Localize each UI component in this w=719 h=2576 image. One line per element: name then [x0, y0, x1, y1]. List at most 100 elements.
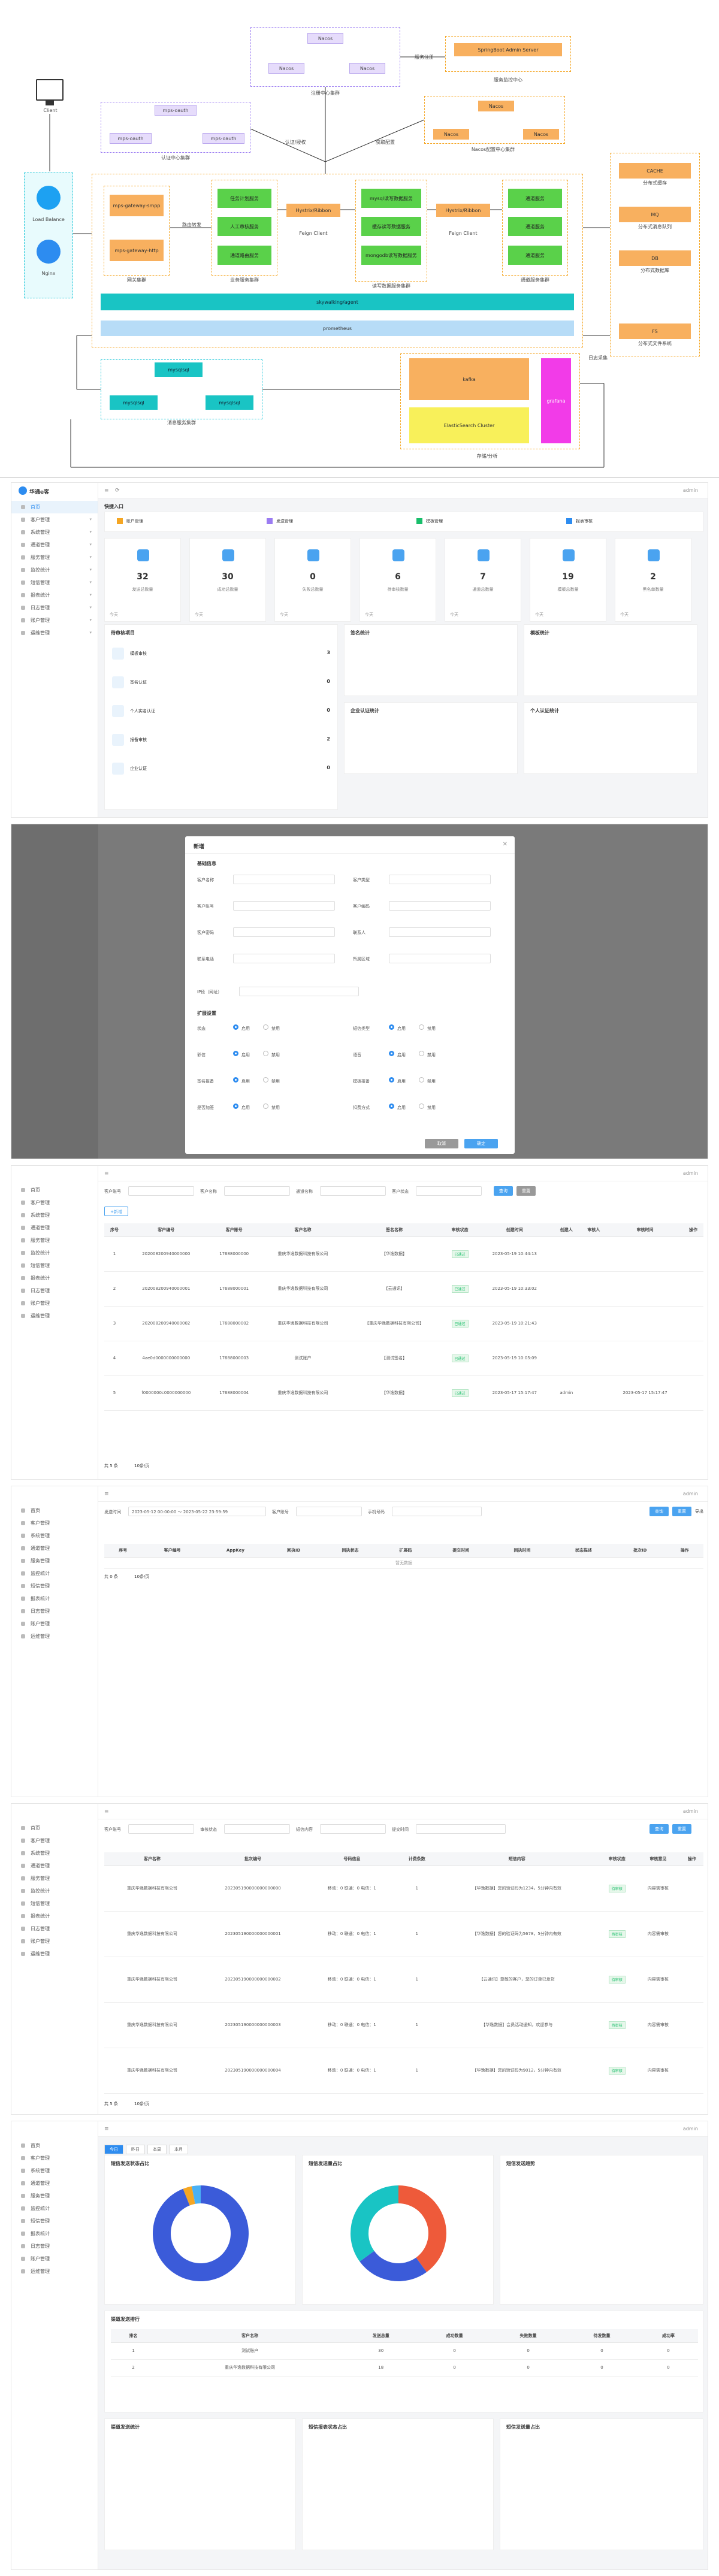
- column-header[interactable]: 成功率: [638, 2329, 698, 2343]
- sidebar-item-1[interactable]: 系统管理: [11, 1209, 98, 1222]
- todo-item[interactable]: 签名认证 0: [112, 674, 330, 692]
- menu-fold-icon[interactable]: ≡: [104, 1171, 109, 1177]
- todo-item[interactable]: 报备审核 2: [112, 731, 330, 749]
- shortcut-2[interactable]: 模板管理: [416, 518, 443, 524]
- column-header[interactable]: 回执状态: [319, 1544, 381, 1558]
- filter-phone-input[interactable]: [392, 1507, 482, 1516]
- column-header[interactable]: 提交时间: [430, 1544, 492, 1558]
- radio-yes[interactable]: [233, 1077, 238, 1083]
- column-header[interactable]: 操作: [683, 1223, 703, 1237]
- radio-no[interactable]: [419, 1024, 424, 1030]
- search-button[interactable]: 查询: [494, 1186, 513, 1196]
- radio-no[interactable]: [263, 1103, 268, 1109]
- sidebar-item-0[interactable]: 客户管理: [11, 1196, 98, 1209]
- sidebar-item-3[interactable]: 服务管理: [11, 1234, 98, 1247]
- radio-yes[interactable]: [233, 1024, 238, 1030]
- sidebar-item-6[interactable]: 报表统计: [11, 1910, 98, 1922]
- shortcut-0[interactable]: 账户管理: [117, 518, 143, 524]
- menu-fold-icon[interactable]: ≡: [104, 1809, 109, 1815]
- sidebar-item-8[interactable]: 账户管理: [11, 1297, 98, 1310]
- sidebar-item-4[interactable]: 监控统计: [11, 1247, 98, 1259]
- sidebar-item-8[interactable]: 账户管理: [11, 1935, 98, 1948]
- cancel-button[interactable]: 取消: [425, 1139, 458, 1148]
- column-header[interactable]: 号码信息: [306, 1852, 398, 1866]
- column-header[interactable]: 序号: [104, 1223, 125, 1237]
- shortcut-3[interactable]: 报表审核: [566, 518, 593, 524]
- column-header[interactable]: 客户名称: [260, 1223, 346, 1237]
- column-header[interactable]: 操作: [666, 1544, 703, 1558]
- date-range-input[interactable]: 2023-05-12 00:00:00 ～ 2023-05-22 23:59:5…: [128, 1507, 266, 1516]
- column-header[interactable]: 审核人: [580, 1223, 608, 1237]
- reset-button[interactable]: 重置: [672, 1824, 691, 1834]
- sidebar-item-2[interactable]: 通道管理: [11, 1542, 98, 1555]
- column-header[interactable]: 客户编号: [124, 1223, 208, 1237]
- user-menu[interactable]: admin: [682, 488, 698, 493]
- sidebar-item-9[interactable]: 运维管理: [11, 2265, 98, 2278]
- column-header[interactable]: 待发数量: [565, 2329, 639, 2343]
- column-header[interactable]: 扩展码: [380, 1544, 431, 1558]
- column-header[interactable]: 短信内容: [436, 1852, 599, 1866]
- tab-1[interactable]: 昨日: [126, 2145, 145, 2154]
- filter-name-input[interactable]: [224, 1186, 290, 1196]
- sidebar-item-9[interactable]: 运维管理: [11, 1948, 98, 1960]
- page-size-select[interactable]: 10条/页: [134, 2102, 150, 2106]
- sidebar-item-7[interactable]: 日志管理: [11, 1605, 98, 1617]
- sidebar-item-home[interactable]: 首页: [11, 2139, 98, 2152]
- column-header[interactable]: 客户名称: [156, 2329, 345, 2343]
- sidebar-item-2[interactable]: 通道管理 ▾: [11, 539, 98, 551]
- column-header[interactable]: 审核时间: [607, 1223, 684, 1237]
- column-header[interactable]: 发送总量: [344, 2329, 418, 2343]
- sidebar-item-6[interactable]: 报表统计: [11, 1592, 98, 1605]
- reset-button[interactable]: 重置: [672, 1507, 691, 1516]
- column-header[interactable]: 状态描述: [552, 1544, 614, 1558]
- modal-field-3[interactable]: [389, 901, 491, 911]
- row-action[interactable]: [680, 1866, 703, 1912]
- modal-field-7[interactable]: [389, 954, 491, 963]
- row-action[interactable]: [680, 2002, 703, 2048]
- reset-button[interactable]: 重置: [516, 1186, 536, 1196]
- column-header[interactable]: 序号: [104, 1544, 142, 1558]
- todo-item[interactable]: 模板审核 3: [112, 645, 330, 663]
- export-link[interactable]: 导出: [695, 1509, 703, 1514]
- filter-status-select[interactable]: [416, 1186, 482, 1196]
- sidebar-item-8[interactable]: 账户管理 ▾: [11, 614, 98, 627]
- tab-0[interactable]: 今日: [104, 2145, 123, 2154]
- filter-account-input[interactable]: [128, 1824, 194, 1834]
- sidebar-item-0[interactable]: 客户管理: [11, 2152, 98, 2164]
- radio-yes[interactable]: [389, 1103, 394, 1109]
- modal-field-6[interactable]: [233, 954, 335, 963]
- menu-fold-icon[interactable]: ≡: [104, 1491, 109, 1497]
- tab-3[interactable]: 本月: [169, 2145, 188, 2154]
- column-header[interactable]: 创建人: [552, 1223, 581, 1237]
- column-header[interactable]: 回执ID: [267, 1544, 320, 1558]
- column-header[interactable]: 签名名称: [345, 1223, 443, 1237]
- sidebar-item-7[interactable]: 日志管理: [11, 1284, 98, 1297]
- column-header[interactable]: 排名: [111, 2329, 156, 2343]
- filter-channel-input[interactable]: [320, 1186, 386, 1196]
- sidebar-item-6[interactable]: 报表统计: [11, 2227, 98, 2240]
- sidebar-item-7[interactable]: 日志管理: [11, 1922, 98, 1935]
- sidebar-item-5[interactable]: 短信管理: [11, 1580, 98, 1592]
- shortcut-1[interactable]: 发送管理: [267, 518, 293, 524]
- sidebar-item-home[interactable]: 首页: [11, 1504, 98, 1517]
- modal-field-1[interactable]: [389, 875, 491, 884]
- menu-fold-icon[interactable]: ≡: [104, 488, 109, 494]
- modal-field-0[interactable]: [233, 875, 335, 884]
- sidebar-item-3[interactable]: 服务管理 ▾: [11, 551, 98, 564]
- column-header[interactable]: 操作: [680, 1852, 703, 1866]
- column-header[interactable]: 客户账号: [207, 1223, 261, 1237]
- confirm-button[interactable]: 确定: [464, 1139, 498, 1148]
- refresh-icon[interactable]: ⟳: [115, 488, 120, 494]
- sidebar-item-3[interactable]: 服务管理: [11, 1872, 98, 1885]
- page-size-select[interactable]: 10条/页: [134, 1574, 150, 1579]
- sidebar-item-6[interactable]: 报表统计 ▾: [11, 589, 98, 601]
- close-icon[interactable]: ✕: [502, 841, 507, 848]
- sidebar-item-4[interactable]: 监控统计: [11, 1885, 98, 1897]
- sidebar-item-9[interactable]: 运维管理 ▾: [11, 627, 98, 639]
- row-action[interactable]: [680, 2048, 703, 2094]
- column-header[interactable]: AppKey: [203, 1544, 268, 1558]
- page-size-select[interactable]: 10条/页: [134, 1464, 150, 1468]
- sidebar-item-0[interactable]: 客户管理 ▾: [11, 513, 98, 526]
- sidebar-item-1[interactable]: 系统管理: [11, 1847, 98, 1860]
- sidebar-item-4[interactable]: 监控统计 ▾: [11, 564, 98, 576]
